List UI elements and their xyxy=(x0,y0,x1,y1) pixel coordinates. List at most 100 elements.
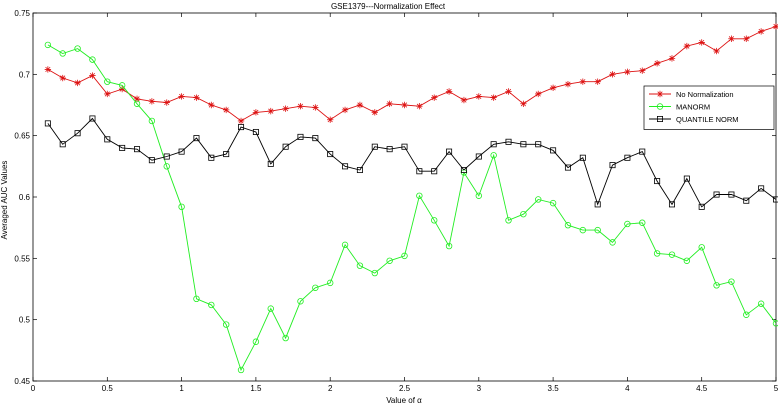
data-point-manorm xyxy=(208,301,215,309)
y-axis-label: Averaged AUC Values xyxy=(0,161,9,240)
series-line-quantile-norm xyxy=(47,117,777,208)
data-point-no-normalization xyxy=(579,78,587,85)
plot-area: 0 0.5 1 1.5 2 2.5 3 3.5 4 4.5 5 0.45 0.5 0.55 0.6 0.65 0… xyxy=(14,9,778,393)
x-tick-label: 0 xyxy=(31,384,36,393)
data-point-quantile-norm xyxy=(282,143,289,150)
data-point-no-normalization xyxy=(520,100,527,107)
data-point-quantile-norm xyxy=(743,197,750,204)
data-point-quantile-norm xyxy=(490,141,497,148)
x-tick-label: 3 xyxy=(477,384,482,393)
data-point-no-normalization xyxy=(44,66,52,73)
data-point-no-normalization xyxy=(757,28,765,35)
data-point-no-normalization xyxy=(312,104,319,111)
data-point-quantile-norm xyxy=(401,143,408,150)
data-point-quantile-norm xyxy=(238,124,245,131)
legend-marker-quantile-norm xyxy=(657,116,664,123)
data-point-quantile-norm xyxy=(74,130,81,137)
data-point-manorm xyxy=(44,41,52,49)
chart-title: GSE1379---Normalization Effect xyxy=(331,2,446,11)
data-point-manorm xyxy=(312,284,319,291)
data-point-quantile-norm xyxy=(104,136,111,143)
data-point-manorm xyxy=(282,334,289,342)
y-tick-label: 0.45 xyxy=(14,377,30,386)
data-point-quantile-norm xyxy=(193,135,200,142)
y-tick-label: 0.7 xyxy=(19,70,31,79)
data-point-no-normalization xyxy=(104,90,111,98)
data-point-quantile-norm xyxy=(698,203,705,210)
data-point-no-normalization xyxy=(639,67,646,74)
data-point-quantile-norm xyxy=(535,141,542,148)
data-point-no-normalization xyxy=(237,117,245,125)
data-point-no-normalization xyxy=(490,94,497,101)
data-point-no-normalization xyxy=(356,101,364,109)
data-point-no-normalization xyxy=(59,74,66,82)
data-point-no-normalization xyxy=(208,101,215,109)
data-point-no-normalization xyxy=(89,72,96,79)
data-point-quantile-norm xyxy=(312,135,319,142)
data-point-no-normalization xyxy=(327,116,334,123)
x-tick-label: 4.5 xyxy=(696,384,708,393)
y-tick-label: 0.75 xyxy=(14,9,30,18)
series-manorm xyxy=(44,41,778,374)
data-point-quantile-norm xyxy=(713,191,720,198)
data-point-manorm xyxy=(757,300,765,307)
data-point-quantile-norm xyxy=(446,148,453,155)
data-point-no-normalization xyxy=(475,93,482,100)
data-point-quantile-norm xyxy=(178,148,185,155)
data-point-manorm xyxy=(743,311,750,318)
data-point-manorm xyxy=(133,100,141,107)
data-point-quantile-norm xyxy=(134,146,141,153)
data-point-quantile-norm xyxy=(773,196,778,203)
data-point-no-normalization xyxy=(728,35,735,42)
data-point-quantile-norm xyxy=(520,141,527,148)
data-point-manorm xyxy=(267,305,274,312)
data-point-manorm xyxy=(431,217,438,224)
data-point-manorm xyxy=(59,50,66,57)
data-point-manorm xyxy=(579,226,587,234)
y-tick-label: 0.5 xyxy=(19,316,31,325)
data-point-manorm xyxy=(163,163,170,170)
data-point-quantile-norm xyxy=(683,175,690,182)
data-point-quantile-norm xyxy=(460,167,467,174)
data-point-manorm xyxy=(386,257,393,264)
data-point-quantile-norm xyxy=(386,146,393,153)
y-tick-label: 0.65 xyxy=(14,132,30,141)
data-point-no-normalization xyxy=(535,90,542,98)
data-point-manorm xyxy=(698,244,705,251)
data-point-manorm xyxy=(639,219,646,226)
data-point-quantile-norm xyxy=(356,167,363,174)
data-point-no-normalization xyxy=(267,107,274,115)
data-point-no-normalization xyxy=(282,105,289,112)
data-point-no-normalization xyxy=(193,94,200,101)
y-tick-label: 0.6 xyxy=(19,193,31,202)
data-point-manorm xyxy=(653,250,661,257)
data-point-no-normalization xyxy=(222,106,230,114)
x-tick-label: 4 xyxy=(625,384,630,393)
data-point-quantile-norm xyxy=(223,151,230,158)
data-point-quantile-norm xyxy=(639,148,646,155)
data-point-quantile-norm xyxy=(609,162,616,169)
data-point-manorm xyxy=(371,269,378,277)
data-point-quantile-norm xyxy=(654,178,661,185)
data-point-manorm xyxy=(490,152,497,159)
data-point-no-normalization xyxy=(148,98,156,105)
series-no-normalization xyxy=(44,23,778,125)
data-point-quantile-norm xyxy=(505,138,512,145)
data-point-quantile-norm xyxy=(89,115,96,122)
data-point-manorm xyxy=(252,338,260,345)
legend-label-no-normalization: No Normalization xyxy=(676,90,734,99)
data-point-manorm xyxy=(297,298,304,305)
data-point-no-normalization xyxy=(505,88,512,95)
data-point-quantile-norm xyxy=(371,143,378,150)
x-tick-label: 2 xyxy=(328,384,333,393)
data-point-quantile-norm xyxy=(119,144,126,151)
legend-label-quantile-norm: QUANTILE NORM xyxy=(676,115,739,124)
data-point-no-normalization xyxy=(549,84,557,92)
data-point-manorm xyxy=(104,78,111,85)
data-point-quantile-norm xyxy=(475,153,482,160)
data-point-manorm xyxy=(118,82,126,89)
data-point-manorm xyxy=(356,262,364,269)
data-point-no-normalization xyxy=(252,109,260,116)
data-point-quantile-norm xyxy=(668,201,675,208)
